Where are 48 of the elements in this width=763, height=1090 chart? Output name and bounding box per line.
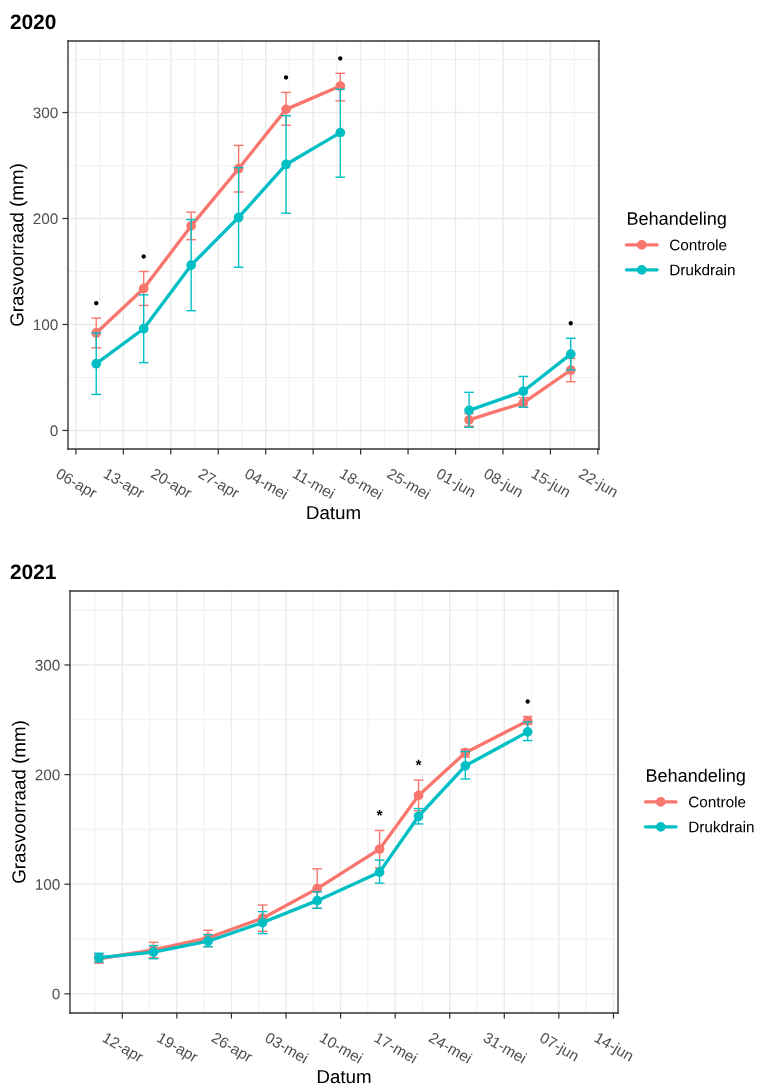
annotation: * [376,810,383,816]
point [257,917,268,928]
y-tick-label: 300 [35,659,60,671]
point [518,386,529,397]
annotation: • [283,75,289,80]
point [233,212,244,223]
point [522,726,533,737]
annotation: • [525,699,530,704]
point [186,260,197,270]
legend-title: Behandeling [646,768,745,786]
x-axis-title: Datum [317,1070,371,1084]
y-tick-label: 100 [33,319,58,331]
point [91,358,102,369]
point [464,405,474,416]
point [335,127,346,138]
y-tick-label: 0 [50,425,58,437]
annotation: • [141,254,146,259]
y-tick-label: 0 [52,988,60,1000]
annotation: • [568,321,573,326]
x-axis-title: Datum [307,506,360,520]
point [460,760,471,771]
point [138,323,149,334]
annotation: • [94,300,99,306]
point [312,895,323,906]
legend-title: Behandeling [627,211,726,229]
point [281,104,291,115]
legend-label: Drukdrain [670,264,735,276]
annotation: • [338,56,343,61]
y-tick-label: 200 [35,769,60,781]
y-tick-label: 200 [33,213,58,225]
y-axis-title: Grasvoorraad (mm) [11,721,30,883]
legend-label: Controle [670,239,727,251]
y-tick-label: 100 [35,879,60,890]
point [413,790,424,801]
point [374,844,385,854]
point [413,811,424,822]
y-tick-label: 300 [33,107,58,119]
legend-label: Controle [689,796,746,808]
point [281,159,291,170]
chart-title: 2020 [10,14,56,30]
annotation: * [415,759,422,766]
chart-title: 2021 [10,564,56,580]
point [335,81,346,91]
point [374,867,385,878]
legend-label: Drukdrain [689,821,754,833]
point [565,349,576,360]
y-axis-title: Grasvoorraad (mm) [9,164,28,326]
point [138,283,149,294]
